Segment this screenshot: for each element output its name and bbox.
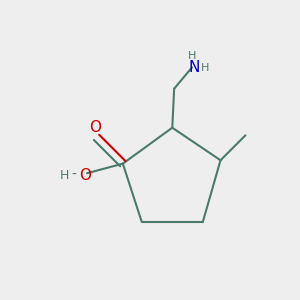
Text: O: O	[89, 120, 101, 135]
Text: N: N	[188, 60, 200, 75]
Text: H: H	[201, 63, 209, 73]
Text: -: -	[72, 168, 77, 182]
Text: H: H	[188, 51, 196, 61]
Text: O: O	[79, 168, 91, 183]
Text: H: H	[60, 169, 69, 182]
